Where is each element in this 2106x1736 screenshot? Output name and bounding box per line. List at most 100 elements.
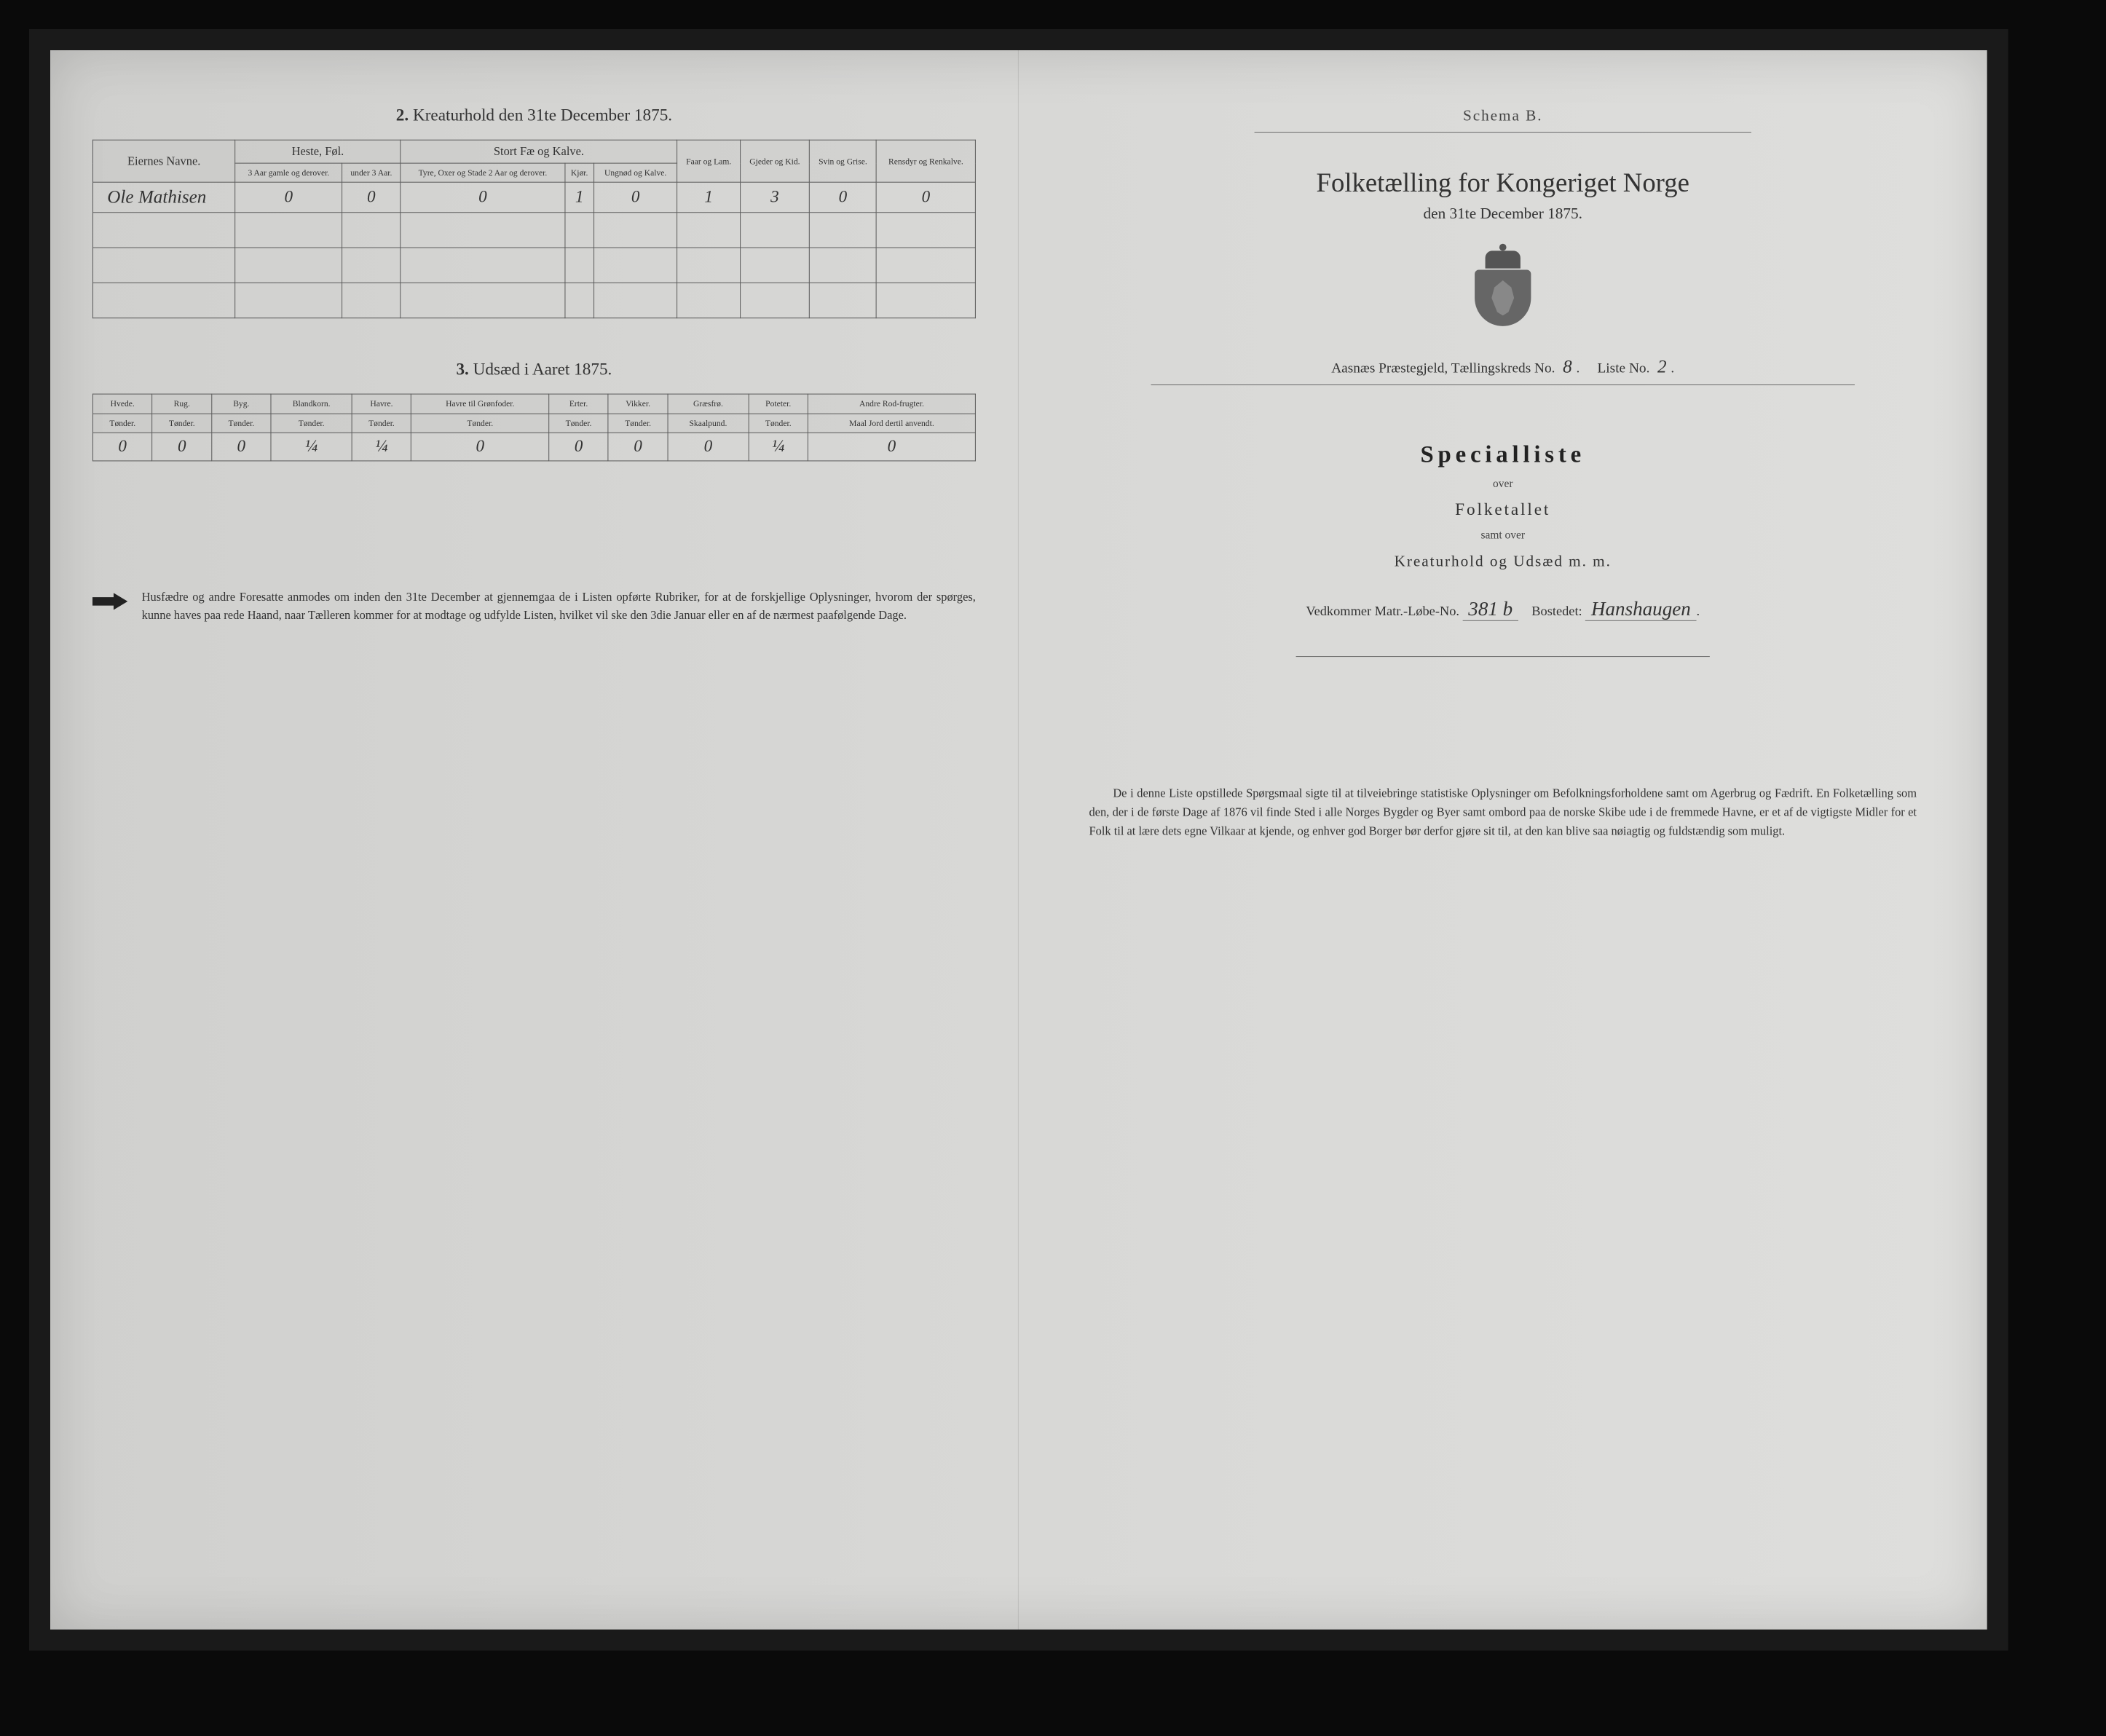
folketallet-label: Folketallet bbox=[1089, 501, 1917, 520]
right-page: Schema B. Folketælling for Kongeriget No… bbox=[1019, 50, 1987, 1630]
col-subheader: Tønder. bbox=[749, 414, 808, 433]
col-heste: Heste, Føl. bbox=[235, 140, 401, 163]
table-row bbox=[92, 213, 975, 248]
table-header-row: Hvede.Rug.Byg.Blandkorn.Havre.Havre til … bbox=[92, 394, 975, 413]
schema-label: Schema B. bbox=[1089, 106, 1917, 125]
col-header: Rug. bbox=[152, 394, 212, 413]
cell: 0 bbox=[668, 433, 749, 461]
col-rensdyr: Rensdyr og Renkalve. bbox=[876, 140, 975, 182]
liste-no: 2 bbox=[1653, 356, 1671, 376]
document-spread: 2. Kreaturhold den 31te December 1875. E… bbox=[50, 50, 1987, 1630]
specialliste-title: Specialliste bbox=[1089, 441, 1917, 468]
cell: 3 bbox=[740, 183, 809, 213]
liste-label: Liste No. bbox=[1597, 360, 1649, 376]
table-row: Ole Mathisen 0 0 0 1 0 1 3 0 0 bbox=[92, 183, 975, 213]
vedkommer-label: Vedkommer Matr.-Løbe-No. bbox=[1306, 604, 1459, 619]
region-line: Aasnæs Præstegjeld, Tællingskreds No. 8.… bbox=[1089, 356, 1917, 377]
col-subheader: Skaalpund. bbox=[668, 414, 749, 433]
col-subheader: Tønder. bbox=[549, 414, 609, 433]
col-subheader: Tønder. bbox=[212, 414, 272, 433]
cell: 1 bbox=[677, 183, 740, 213]
col-owner: Eiernes Navne. bbox=[92, 140, 234, 182]
pointing-hand-icon bbox=[92, 591, 127, 612]
col-header: Poteter. bbox=[749, 394, 808, 413]
col-header: Blandkorn. bbox=[271, 394, 352, 413]
sub-stort-c: Ungnød og Kalve. bbox=[593, 163, 677, 182]
cell: 0 bbox=[809, 183, 876, 213]
col-gjeder: Gjeder og Kid. bbox=[740, 140, 809, 182]
kreatur-label: Kreaturhold og Udsæd m. m. bbox=[1089, 552, 1917, 570]
cell: ¼ bbox=[749, 433, 808, 461]
kreds-no: 8 bbox=[1558, 356, 1576, 376]
col-subheader: Tønder. bbox=[608, 414, 668, 433]
col-header: Havre. bbox=[352, 394, 411, 413]
kreaturhold-table: Eiernes Navne. Heste, Føl. Stort Fæ og K… bbox=[92, 140, 976, 319]
col-subheader: Tønder. bbox=[352, 414, 411, 433]
cell: 0 bbox=[401, 183, 565, 213]
section2-num: 2. bbox=[396, 106, 409, 125]
cell: 0 bbox=[876, 183, 975, 213]
col-svin: Svin og Grise. bbox=[809, 140, 876, 182]
sub-stort-b: Kjør. bbox=[565, 163, 593, 182]
table-row bbox=[92, 248, 975, 283]
table-row: 000¼¼0000¼0 bbox=[92, 433, 975, 461]
samt-label: samt over bbox=[1089, 529, 1917, 542]
over-label: over bbox=[1089, 478, 1917, 491]
bostedet-value: Hanshaugen bbox=[1585, 599, 1696, 621]
sub-heste-a: 3 Aar gamle og derover. bbox=[235, 163, 342, 182]
section2-title-text: Kreaturhold den 31te December 1875. bbox=[413, 106, 672, 125]
bostedet-label: Bostedet: bbox=[1531, 604, 1582, 619]
col-header: Hvede. bbox=[92, 394, 152, 413]
cell: 0 bbox=[411, 433, 549, 461]
col-header: Havre til Grønfoder. bbox=[411, 394, 549, 413]
col-header: Byg. bbox=[212, 394, 272, 413]
section3-title-text: Udsæd i Aaret 1875. bbox=[473, 361, 612, 379]
region-rule bbox=[1151, 384, 1855, 385]
cell: 0 bbox=[92, 433, 152, 461]
sub-date: den 31te December 1875. bbox=[1089, 205, 1917, 223]
owner-name: Ole Mathisen bbox=[92, 183, 234, 213]
col-header: Græsfrø. bbox=[668, 394, 749, 413]
cell: 0 bbox=[235, 183, 342, 213]
footnote-text: Husfædre og andre Foresatte anmodes om i… bbox=[142, 588, 976, 624]
shield-icon bbox=[1475, 270, 1531, 326]
section3-title: 3. Udsæd i Aaret 1875. bbox=[92, 361, 976, 380]
col-stort: Stort Fæ og Kalve. bbox=[401, 140, 677, 163]
udsaed-table: Hvede.Rug.Byg.Blandkorn.Havre.Havre til … bbox=[92, 394, 976, 462]
vedkommer-line: Vedkommer Matr.-Løbe-No. 381 b Bostedet:… bbox=[1089, 599, 1917, 621]
col-subheader: Tønder. bbox=[152, 414, 212, 433]
cell: 0 bbox=[808, 433, 976, 461]
sub-stort-a: Tyre, Oxer og Stade 2 Aar og derover. bbox=[401, 163, 565, 182]
col-subheader: Tønder. bbox=[92, 414, 152, 433]
cell: 0 bbox=[549, 433, 609, 461]
region-prefix: Aasnæs Præstegjeld, Tællingskreds No. bbox=[1331, 360, 1555, 376]
main-title: Folketælling for Kongeriget Norge bbox=[1089, 167, 1917, 199]
cell: 0 bbox=[212, 433, 272, 461]
table-subheader-row: Tønder.Tønder.Tønder.Tønder.Tønder.Tønde… bbox=[92, 414, 975, 433]
cell: 0 bbox=[342, 183, 401, 213]
section2-title: 2. Kreaturhold den 31te December 1875. bbox=[92, 106, 976, 125]
col-subheader: Tønder. bbox=[411, 414, 549, 433]
bottom-paragraph: De i denne Liste opstillede Spørgsmaal s… bbox=[1089, 784, 1917, 841]
cell: 0 bbox=[608, 433, 668, 461]
col-header: Vikker. bbox=[608, 394, 668, 413]
crown-icon bbox=[1486, 250, 1521, 268]
vedkommer-rule bbox=[1296, 656, 1710, 657]
left-page: 2. Kreaturhold den 31te December 1875. E… bbox=[50, 50, 1019, 1630]
cell: 1 bbox=[565, 183, 593, 213]
col-subheader: Tønder. bbox=[271, 414, 352, 433]
cell: ¼ bbox=[271, 433, 352, 461]
sub-heste-b: under 3 Aar. bbox=[342, 163, 401, 182]
col-faar: Faar og Lam. bbox=[677, 140, 740, 182]
col-subheader: Maal Jord dertil anvendt. bbox=[808, 414, 976, 433]
cell: 0 bbox=[593, 183, 677, 213]
section3-num: 3. bbox=[456, 361, 468, 379]
col-header: Erter. bbox=[549, 394, 609, 413]
schema-rule bbox=[1255, 132, 1751, 133]
photo-frame: 2. Kreaturhold den 31te December 1875. E… bbox=[29, 29, 2008, 1651]
lion-icon bbox=[1488, 280, 1517, 315]
matr-no: 381 b bbox=[1463, 599, 1518, 621]
footnote-block: Husfædre og andre Foresatte anmodes om i… bbox=[92, 588, 976, 624]
table-row bbox=[92, 283, 975, 318]
col-header: Andre Rod-frugter. bbox=[808, 394, 976, 413]
